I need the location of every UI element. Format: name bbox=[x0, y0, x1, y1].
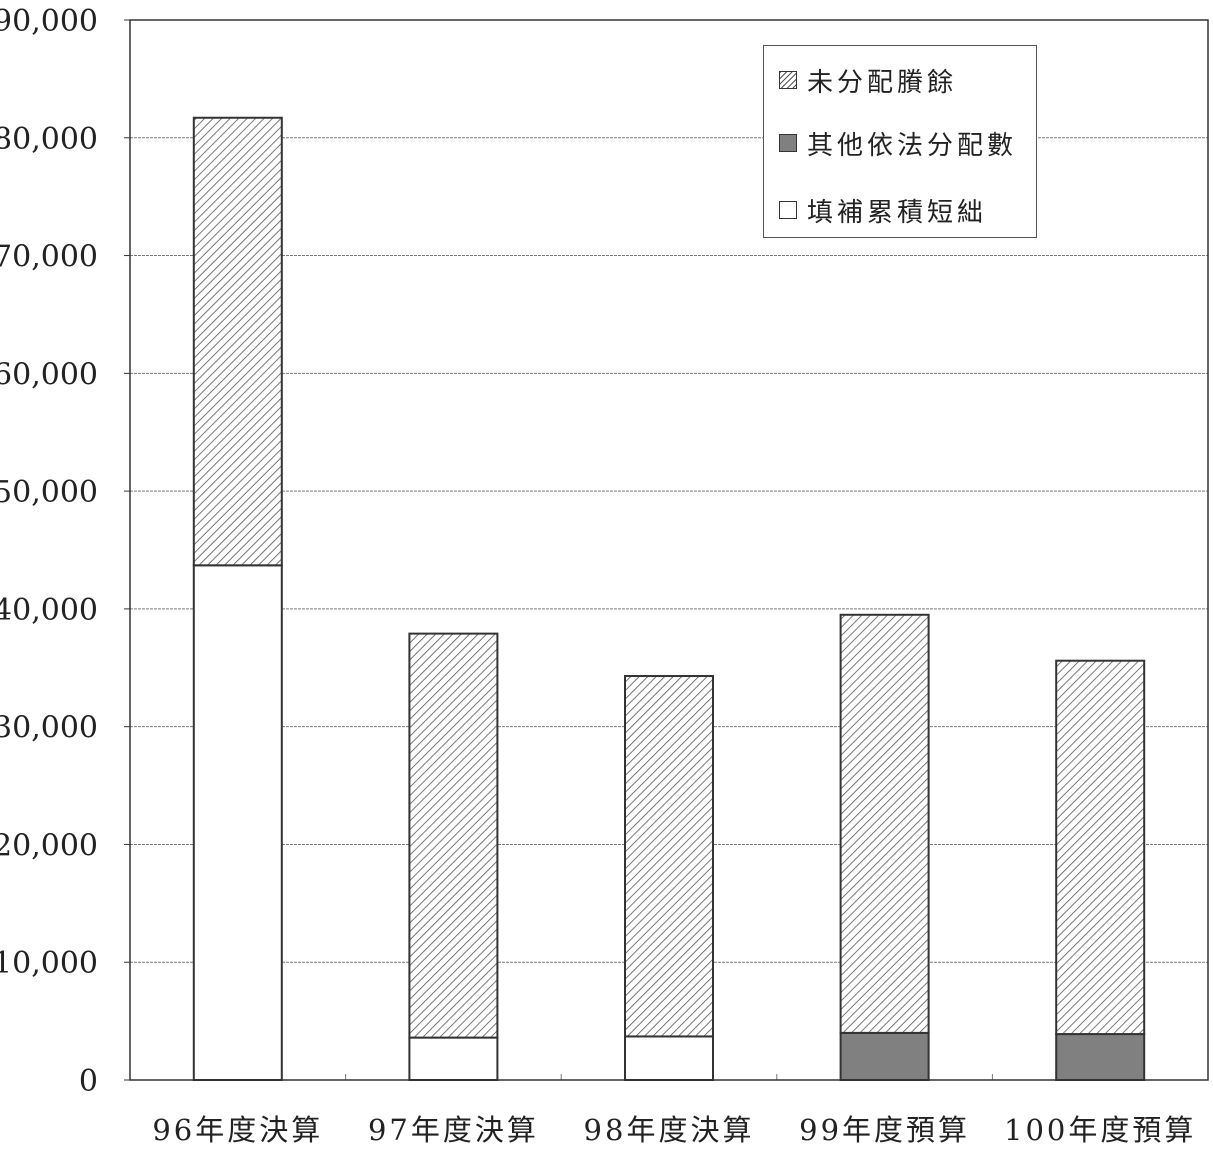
y-tick-label: 50,000 bbox=[0, 475, 98, 510]
y-tick-label: 0 bbox=[79, 1064, 98, 1099]
x-tick-label: 98年度決算 bbox=[584, 1113, 755, 1147]
y-tick-label: 70,000 bbox=[0, 240, 98, 275]
bars bbox=[192, 116, 1146, 1082]
bar-segment-3-4 bbox=[839, 613, 930, 1034]
axes bbox=[124, 19, 1209, 1081]
x-tick-labels: 96年度決算 97年度決算 98年度決算 99年度預算 100年度預算 bbox=[152, 1113, 1196, 1147]
y-tick-label: 30,000 bbox=[0, 711, 98, 746]
legend-label: 未分配賸餘 bbox=[807, 67, 958, 98]
y-tick-label: 20,000 bbox=[0, 828, 98, 863]
x-tick-label: 97年度決算 bbox=[368, 1113, 539, 1147]
legend-swatch-white bbox=[779, 201, 797, 219]
legend-label: 其他依法分配數 bbox=[807, 130, 1018, 161]
bar-segment-3-5 bbox=[1055, 659, 1146, 1036]
x-tick-label: 99年度預算 bbox=[799, 1113, 970, 1147]
bar-segment-3-2 bbox=[408, 632, 499, 1039]
legend-swatch-grey bbox=[779, 134, 797, 152]
legend-swatch-hatch bbox=[779, 71, 797, 89]
legend-item-unallocated: 未分配賸餘 bbox=[779, 63, 958, 98]
x-tick-label: 100年度預算 bbox=[1004, 1113, 1196, 1147]
legend-label: 填補累積短絀 bbox=[807, 197, 988, 228]
x-tick-label: 96年度決算 bbox=[152, 1113, 323, 1147]
bar-segment-2-5 bbox=[1055, 1033, 1146, 1081]
y-tick-label: 40,000 bbox=[0, 593, 98, 628]
bar-segment-2-4 bbox=[839, 1031, 930, 1082]
bar-segment-1-3 bbox=[624, 1035, 714, 1082]
y-tick-label: 80,000 bbox=[0, 122, 98, 157]
bar-segment-3-3 bbox=[624, 675, 714, 1038]
legend-item-deficit-fill: 填補累積短絀 bbox=[779, 193, 988, 228]
y-tick-label: 60,000 bbox=[0, 357, 98, 392]
plot-frame bbox=[129, 19, 1209, 1081]
y-tick-labels: 0 10,000 20,000 30,000 40,000 50,000 60,000 70,… bbox=[0, 4, 98, 1099]
legend-item-other-distribution: 其他依法分配數 bbox=[779, 126, 1018, 161]
y-tick-label: 10,000 bbox=[0, 946, 98, 981]
legend: 未分配賸餘 其他依法分配數 填補累積短絀 bbox=[763, 45, 1037, 238]
bar-segment-1-1 bbox=[192, 564, 283, 1081]
y-tick-label: 90,000 bbox=[0, 4, 98, 39]
bar-segment-3-1 bbox=[192, 116, 283, 567]
bar-segment-1-2 bbox=[408, 1036, 499, 1081]
